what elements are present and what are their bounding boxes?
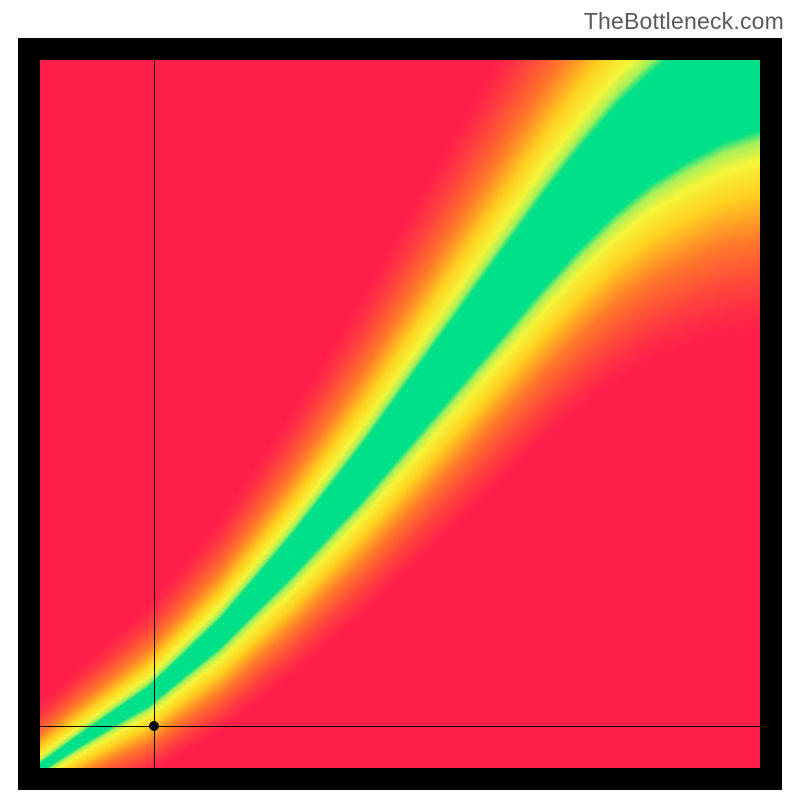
crosshair-point	[149, 721, 159, 731]
figure-container: TheBottleneck.com	[0, 0, 800, 800]
plot-area	[40, 60, 760, 768]
bottleneck-heatmap	[40, 60, 760, 768]
watermark-text: TheBottleneck.com	[584, 8, 784, 35]
crosshair-vertical	[154, 60, 155, 768]
chart-outer-frame	[18, 38, 782, 790]
